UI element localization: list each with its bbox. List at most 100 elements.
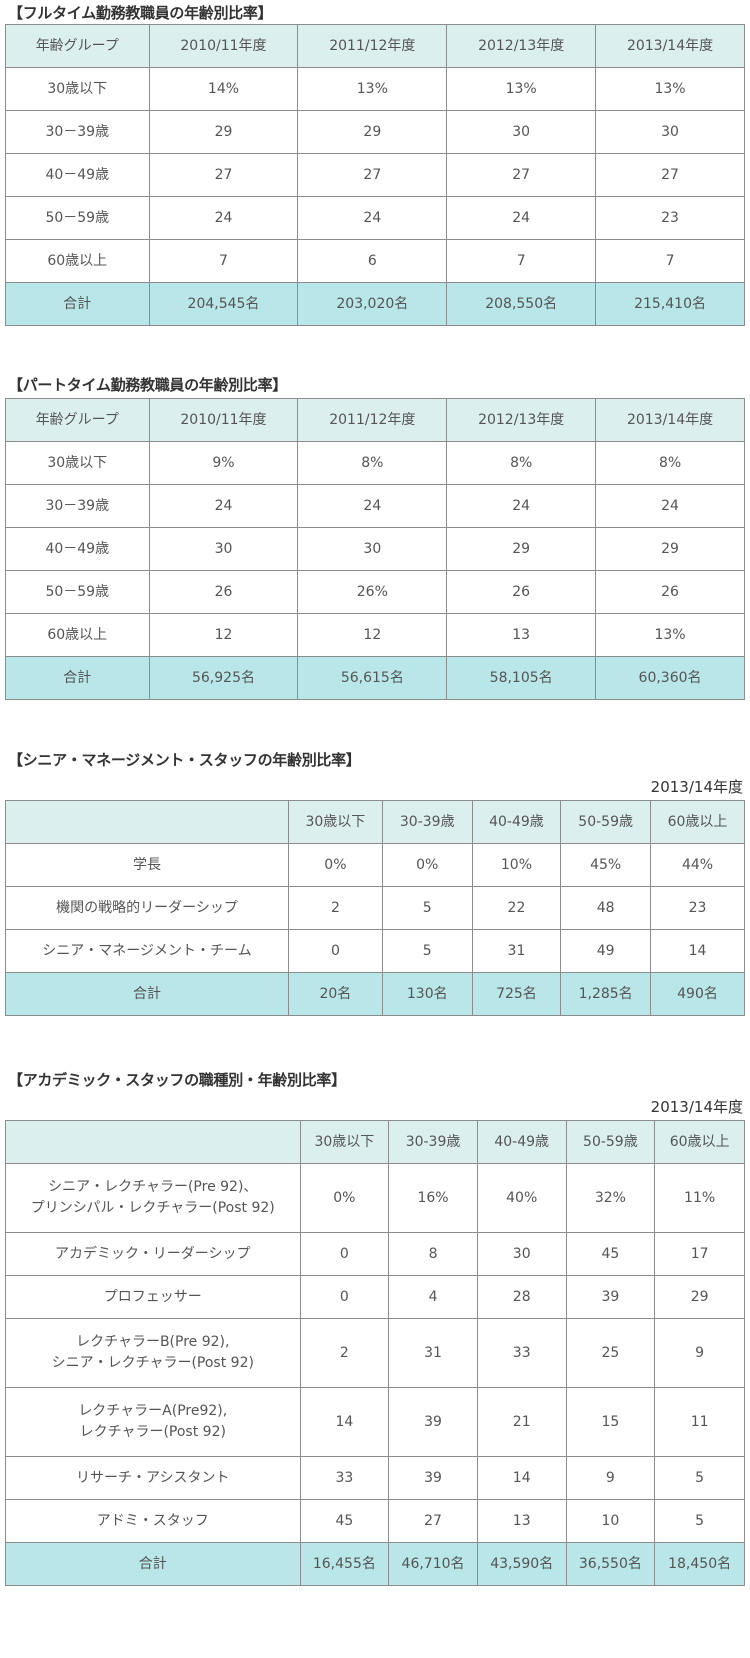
header-cell: 2013/14年度: [595, 24, 745, 68]
header-cell: 年齢グループ: [5, 398, 150, 442]
total-row: 合計 56,925名 56,615名 58,105名 60,360名: [5, 656, 745, 700]
value-cell: 0%: [381, 843, 473, 887]
value-cell: 8%: [297, 441, 448, 485]
total-value-cell: 46,710名: [388, 1542, 478, 1586]
value-cell: 7: [595, 239, 745, 283]
value-cell: 0%: [299, 1163, 390, 1233]
total-value-cell: 58,105名: [446, 656, 597, 700]
header-cell: 2011/12年度: [297, 24, 448, 68]
value-cell: 9%: [148, 441, 299, 485]
table-row: レクチャラーA(Pre92), レクチャラー(Post 92) 14 39 21 15 11: [5, 1387, 745, 1457]
value-cell: 6: [297, 239, 448, 283]
table-header-row: 年齢グループ 2010/11年度 2011/12年度 2012/13年度 2013/14…: [5, 398, 745, 442]
value-cell: 26: [595, 570, 745, 614]
value-cell: 11%: [654, 1163, 745, 1233]
value-cell: 24: [446, 484, 597, 528]
total-value-cell: 18,450名: [654, 1542, 745, 1586]
row-label-line: プリンシパル・レクチャラー(Post 92): [30, 1200, 275, 1216]
total-row: 合計 204,545名 203,020名 208,550名 215,410名: [5, 282, 745, 326]
row-label-cell: 60歳以上: [5, 613, 150, 657]
row-label-cell: レクチャラーB(Pre 92), シニア・レクチャラー(Post 92): [5, 1318, 301, 1388]
row-label-line: アドミ・スタッフ: [96, 1512, 209, 1529]
table-row: プロフェッサー 0 4 28 39 29: [5, 1275, 745, 1319]
value-cell: 16%: [388, 1163, 478, 1233]
value-cell: 13%: [297, 67, 448, 111]
row-label-cell: シニア・レクチャラー(Pre 92)、 プリンシパル・レクチャラー(Post 92…: [5, 1163, 301, 1233]
value-cell: 27: [148, 153, 299, 197]
value-cell: 45: [299, 1499, 390, 1543]
value-cell: 11: [654, 1387, 745, 1457]
value-cell: 17: [654, 1232, 745, 1276]
total-value-cell: 208,550名: [446, 282, 597, 326]
header-cell: 60歳以上: [654, 1120, 745, 1164]
value-cell: 28: [476, 1275, 567, 1319]
value-cell: 24: [148, 196, 299, 240]
header-cell: 60歳以上: [650, 800, 745, 844]
value-cell: 32%: [565, 1163, 656, 1233]
row-label-cell: 50－59歳: [5, 196, 150, 240]
row-label-line: レクチャラーA(Pre92),: [78, 1403, 228, 1419]
value-cell: 23: [595, 196, 745, 240]
value-cell: 7: [148, 239, 299, 283]
value-cell: 30: [476, 1232, 567, 1276]
value-cell: 14: [299, 1387, 390, 1457]
value-cell: 5: [381, 886, 473, 930]
value-cell: 0: [299, 1232, 390, 1276]
value-cell: 8%: [446, 441, 597, 485]
value-cell: 5: [654, 1456, 745, 1500]
row-label-cell: アカデミック・リーダーシップ: [5, 1232, 301, 1276]
total-value-cell: 1,285名: [560, 972, 652, 1016]
table-row: 40－49歳 27 27 27 27: [5, 153, 745, 197]
value-cell: 33: [299, 1456, 390, 1500]
total-value-cell: 204,545名: [148, 282, 299, 326]
table-row: 30－39歳 24 24 24 24: [5, 484, 745, 528]
table-header-row: 30歳以下 30-39歳 40-49歳 50-59歳 60歳以上: [5, 800, 745, 844]
value-cell: 0: [287, 929, 383, 973]
header-cell: 40-49歳: [471, 800, 562, 844]
header-cell: 40-49歳: [476, 1120, 567, 1164]
table-row: 50－59歳 24 24 24 23: [5, 196, 745, 240]
row-label-cell: 機関の戦略的リーダーシップ: [5, 886, 289, 930]
total-value-cell: 725名: [471, 972, 562, 1016]
value-cell: 7: [446, 239, 597, 283]
value-cell: 29: [654, 1275, 745, 1319]
total-value-cell: 43,590名: [476, 1542, 567, 1586]
value-cell: 29: [595, 527, 745, 571]
total-label-cell: 合計: [5, 1542, 301, 1586]
academic-staff-age-table: 30歳以下 30-39歳 40-49歳 50-59歳 60歳以上 シニア・レクチャラー(P…: [5, 1120, 745, 1586]
value-cell: 33: [476, 1318, 567, 1388]
row-label-cell: 40－49歳: [5, 527, 150, 571]
value-cell: 48: [560, 886, 652, 930]
row-label-cell: 60歳以上: [5, 239, 150, 283]
value-cell: 4: [388, 1275, 478, 1319]
total-value-cell: 490名: [650, 972, 745, 1016]
total-row: 合計 20名 130名 725名 1,285名 490名: [5, 972, 745, 1016]
value-cell: 21: [476, 1387, 567, 1457]
value-cell: 0: [299, 1275, 390, 1319]
value-cell: 30: [148, 527, 299, 571]
value-cell: 30: [446, 110, 597, 154]
value-cell: 0%: [287, 843, 383, 887]
row-label-line: レクチャラーB(Pre 92),: [76, 1334, 230, 1350]
value-cell: 27: [388, 1499, 478, 1543]
value-cell: 13%: [595, 67, 745, 111]
header-cell: 2013/14年度: [595, 398, 745, 442]
value-cell: 30: [297, 527, 448, 571]
value-cell: 2: [287, 886, 383, 930]
value-cell: 12: [148, 613, 299, 657]
value-cell: 40%: [476, 1163, 567, 1233]
value-cell: 26: [446, 570, 597, 614]
table-row: シニア・レクチャラー(Pre 92)、 プリンシパル・レクチャラー(Post 92…: [5, 1163, 745, 1233]
value-cell: 8: [388, 1232, 478, 1276]
row-label-cell: 30－39歳: [5, 484, 150, 528]
header-cell: 30-39歳: [388, 1120, 478, 1164]
row-label-cell: 40－49歳: [5, 153, 150, 197]
header-cell: 2011/12年度: [297, 398, 448, 442]
table-row: リサーチ・アシスタント 33 39 14 9 5: [5, 1456, 745, 1500]
row-label-cell: 30歳以下: [5, 67, 150, 111]
value-cell: 27: [446, 153, 597, 197]
table-row: シニア・マネージメント・チーム 0 5 31 49 14: [5, 929, 745, 973]
value-cell: 39: [388, 1456, 478, 1500]
value-cell: 29: [148, 110, 299, 154]
table-row: 学長 0% 0% 10% 45% 44%: [5, 843, 745, 887]
